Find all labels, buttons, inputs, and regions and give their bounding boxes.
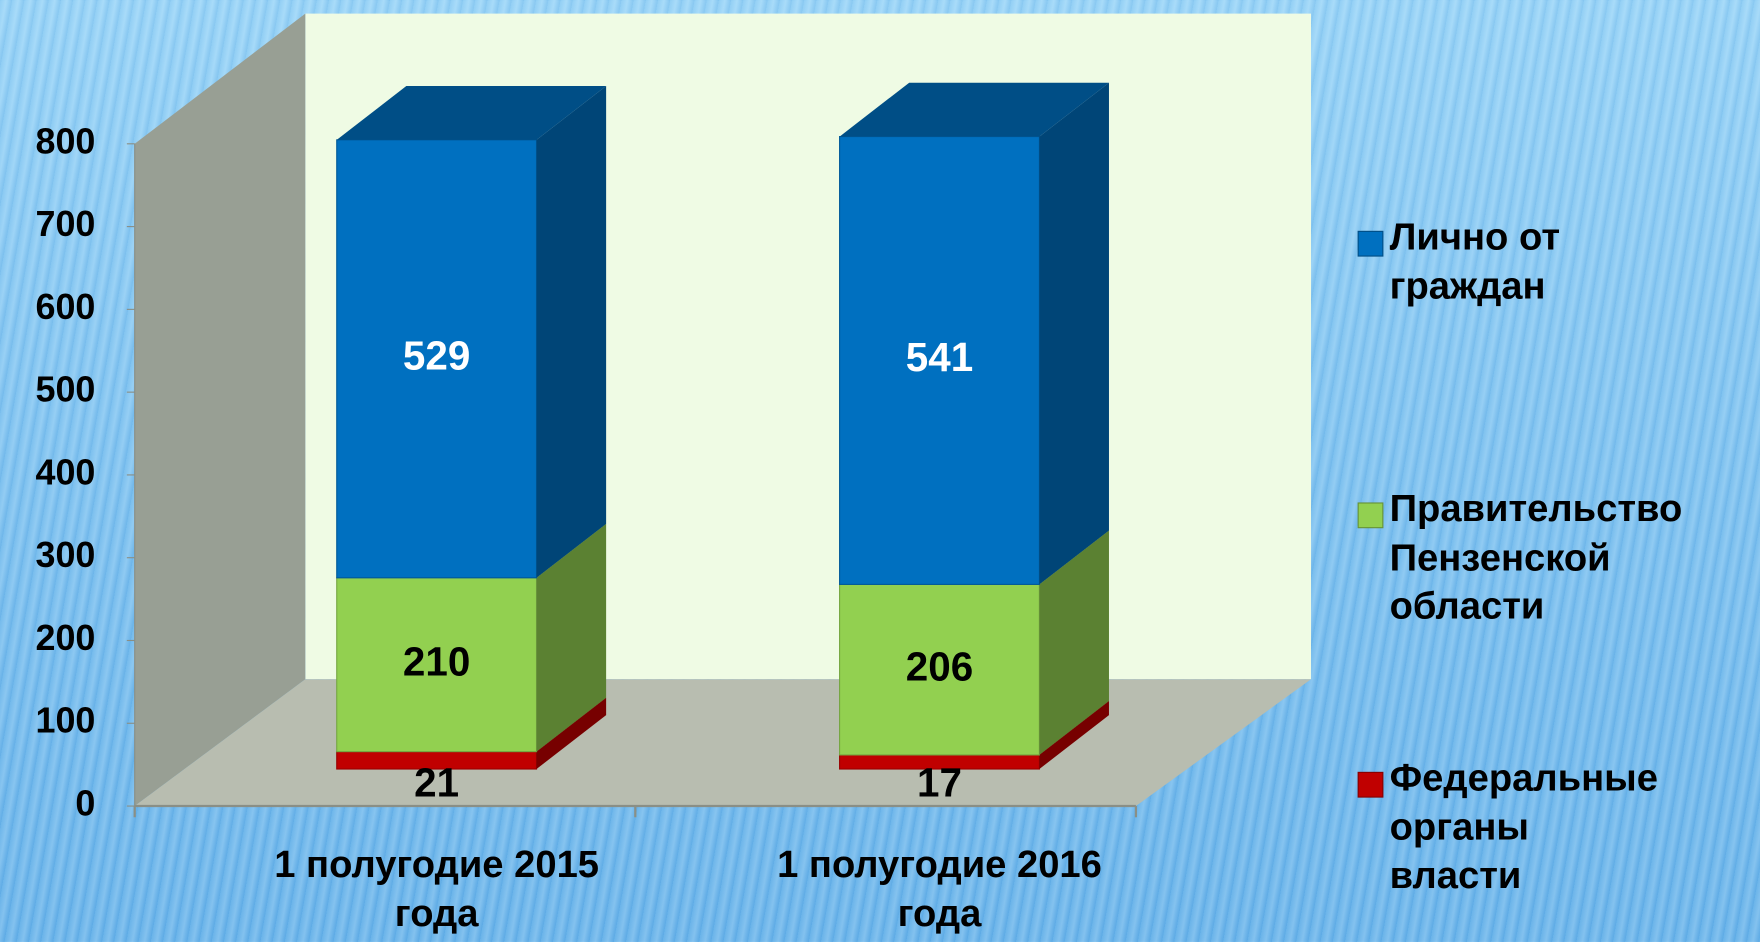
y-tick-label: 300 <box>35 534 95 575</box>
bar-top <box>336 86 607 140</box>
y-tick-label: 400 <box>35 451 95 492</box>
y-tick-label: 100 <box>35 700 95 741</box>
legend-label-box: Правительство Пензенской области <box>1389 487 1683 628</box>
floor <box>134 679 1312 807</box>
y-tick-label: 800 <box>35 120 95 161</box>
bar-side <box>1039 701 1109 770</box>
bar-side <box>536 523 607 752</box>
legend-swatch <box>1357 771 1384 798</box>
bar-front <box>336 139 538 579</box>
legend-label-box: Лично от граждан <box>1389 215 1561 308</box>
y-tick-label: 600 <box>35 286 95 327</box>
bar-front <box>839 583 1040 756</box>
legend-swatch <box>1357 230 1384 257</box>
x-tick-label-box: 1 полугодие 2015 года <box>274 843 600 936</box>
value-label: 210 <box>403 638 470 684</box>
y-tick-label: 700 <box>35 203 95 244</box>
y-tick-label: 500 <box>35 369 95 410</box>
y-tick-label: 0 <box>75 783 95 824</box>
legend-swatch <box>1357 502 1384 529</box>
legend-label: Лично от граждан <box>1389 215 1561 308</box>
value-label: 17 <box>917 760 962 806</box>
x-tick-label: 1 полугодие 2015 года <box>274 843 600 936</box>
bar-front <box>839 136 1040 585</box>
legend-label-box: Федеральные органы власти <box>1389 756 1658 898</box>
value-label: 21 <box>414 760 459 806</box>
bar-top <box>839 82 1109 137</box>
side-wall <box>134 13 306 807</box>
legend-label: Правительство Пензенской области <box>1389 487 1683 628</box>
value-label: 529 <box>403 333 470 379</box>
x-tick-label: 1 полугодие 2016 года <box>777 843 1102 936</box>
bar-front <box>336 577 538 753</box>
bar-side <box>1039 82 1109 585</box>
bar-side <box>1039 530 1109 755</box>
value-label: 206 <box>906 643 973 689</box>
legend-label: Федеральные органы власти <box>1389 756 1658 898</box>
value-label: 541 <box>906 334 973 380</box>
bar-side <box>536 697 607 770</box>
bar-side <box>536 86 607 578</box>
x-tick-label-box: 1 полугодие 2016 года <box>777 843 1102 936</box>
y-tick-label: 200 <box>35 617 95 658</box>
